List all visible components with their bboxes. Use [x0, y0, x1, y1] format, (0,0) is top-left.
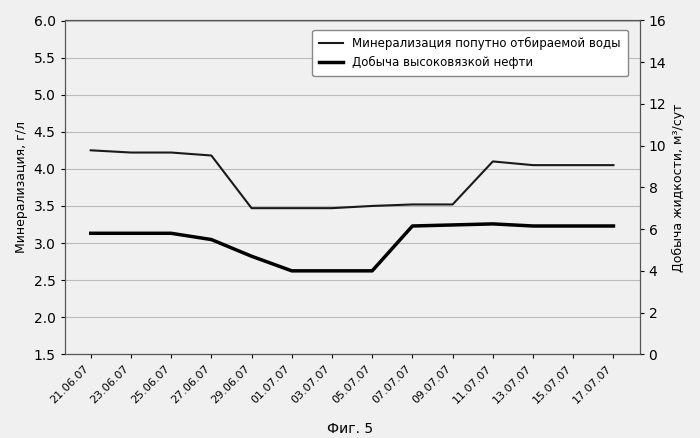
- Text: Фиг. 5: Фиг. 5: [327, 422, 373, 436]
- Y-axis label: Минерализация, г/л: Минерализация, г/л: [15, 121, 28, 254]
- Минерализация попутно отбираемой воды: [368, 203, 377, 208]
- Legend: Минерализация попутно отбираемой воды, Добыча высоковязкой нефти: Минерализация попутно отбираемой воды, Д…: [312, 30, 628, 76]
- Line: Минерализация попутно отбираемой воды: Минерализация попутно отбираемой воды: [91, 150, 613, 208]
- Line: Добыча высоковязкой нефти: Добыча высоковязкой нефти: [91, 224, 613, 271]
- Минерализация попутно отбираемой воды: [449, 202, 457, 207]
- Минерализация попутно отбираемой воды: [247, 205, 256, 211]
- Минерализация попутно отбираемой воды: [609, 162, 617, 168]
- Минерализация попутно отбираемой воды: [288, 205, 296, 211]
- Минерализация попутно отбираемой воды: [207, 153, 216, 158]
- Добыча высоковязкой нефти: [247, 254, 256, 259]
- Добыча высоковязкой нефти: [127, 231, 135, 236]
- Минерализация попутно отбираемой воды: [528, 162, 537, 168]
- Добыча высоковязкой нефти: [167, 231, 175, 236]
- Добыча высоковязкой нефти: [368, 268, 377, 273]
- Добыча высоковязкой нефти: [328, 268, 336, 273]
- Y-axis label: Добыча жидкости, м³/сут: Добыча жидкости, м³/сут: [672, 103, 685, 272]
- Минерализация попутно отбираемой воды: [489, 159, 497, 164]
- Добыча высоковязкой нефти: [87, 231, 95, 236]
- Минерализация попутно отбираемой воды: [569, 162, 577, 168]
- Добыча высоковязкой нефти: [528, 223, 537, 229]
- Добыча высоковязкой нефти: [408, 223, 416, 229]
- Минерализация попутно отбираемой воды: [87, 148, 95, 153]
- Минерализация попутно отбираемой воды: [167, 150, 175, 155]
- Добыча высоковязкой нефти: [207, 237, 216, 242]
- Добыча высоковязкой нефти: [449, 223, 457, 228]
- Добыча высоковязкой нефти: [288, 268, 296, 273]
- Добыча высоковязкой нефти: [569, 223, 577, 229]
- Минерализация попутно отбираемой воды: [328, 205, 336, 211]
- Минерализация попутно отбираемой воды: [127, 150, 135, 155]
- Минерализация попутно отбираемой воды: [408, 202, 416, 207]
- Добыча высоковязкой нефти: [489, 221, 497, 226]
- Добыча высоковязкой нефти: [609, 223, 617, 229]
